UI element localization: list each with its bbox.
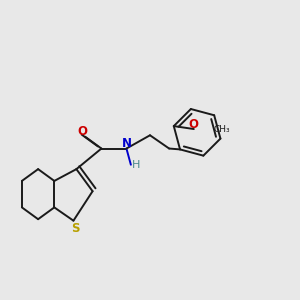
Text: S: S	[71, 221, 80, 235]
Text: CH₃: CH₃	[214, 124, 230, 134]
Text: O: O	[189, 118, 199, 131]
Text: H: H	[132, 160, 140, 170]
Text: N: N	[122, 137, 132, 150]
Text: O: O	[78, 125, 88, 138]
